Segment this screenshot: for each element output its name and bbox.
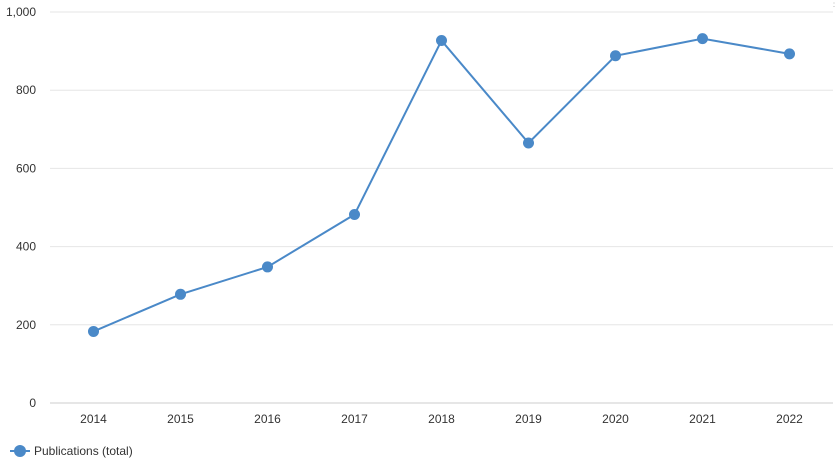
y-tick-label: 400 (16, 240, 36, 254)
legend-swatch-icon (10, 445, 30, 457)
x-tick-label: 2017 (341, 412, 368, 426)
data-point-2016[interactable] (262, 261, 273, 273)
x-axis-ticks: 2014 2015 2016 2017 2018 2019 2020 2021 2022 (80, 412, 803, 426)
data-point-2022[interactable] (784, 48, 795, 60)
legend-item-publications[interactable]: Publications (total) (10, 442, 133, 460)
x-tick-label: 2021 (689, 412, 716, 426)
y-tick-label: 200 (16, 318, 36, 332)
x-tick-label: 2015 (167, 412, 194, 426)
legend-label: Publications (total) (34, 444, 133, 458)
x-tick-label: 2022 (776, 412, 803, 426)
x-tick-label: 2014 (80, 412, 107, 426)
data-point-2019[interactable] (523, 137, 534, 149)
series-line (93, 37, 790, 333)
grid-layer (50, 11, 833, 404)
data-point-2015[interactable] (175, 288, 186, 300)
y-tick-label: 0 (29, 396, 36, 410)
x-tick-label: 2020 (602, 412, 629, 426)
y-tick-label: 600 (16, 161, 36, 175)
x-tick-label: 2019 (515, 412, 542, 426)
x-tick-label: 2016 (254, 412, 281, 426)
y-axis-ticks: 0 200 400 600 800 1,000 (6, 5, 36, 410)
data-point-2020[interactable] (610, 50, 621, 62)
data-point-2014[interactable] (88, 325, 99, 337)
y-tick-label: 800 (16, 83, 36, 97)
data-point-2017[interactable] (349, 209, 360, 221)
data-point-2018[interactable] (436, 35, 447, 47)
y-tick-label: 1,000 (6, 5, 36, 19)
series-layer (88, 33, 795, 337)
x-tick-label: 2018 (428, 412, 455, 426)
data-point-2021[interactable] (697, 33, 708, 45)
chart-menu-icon[interactable]: ⋮ (829, 0, 835, 9)
